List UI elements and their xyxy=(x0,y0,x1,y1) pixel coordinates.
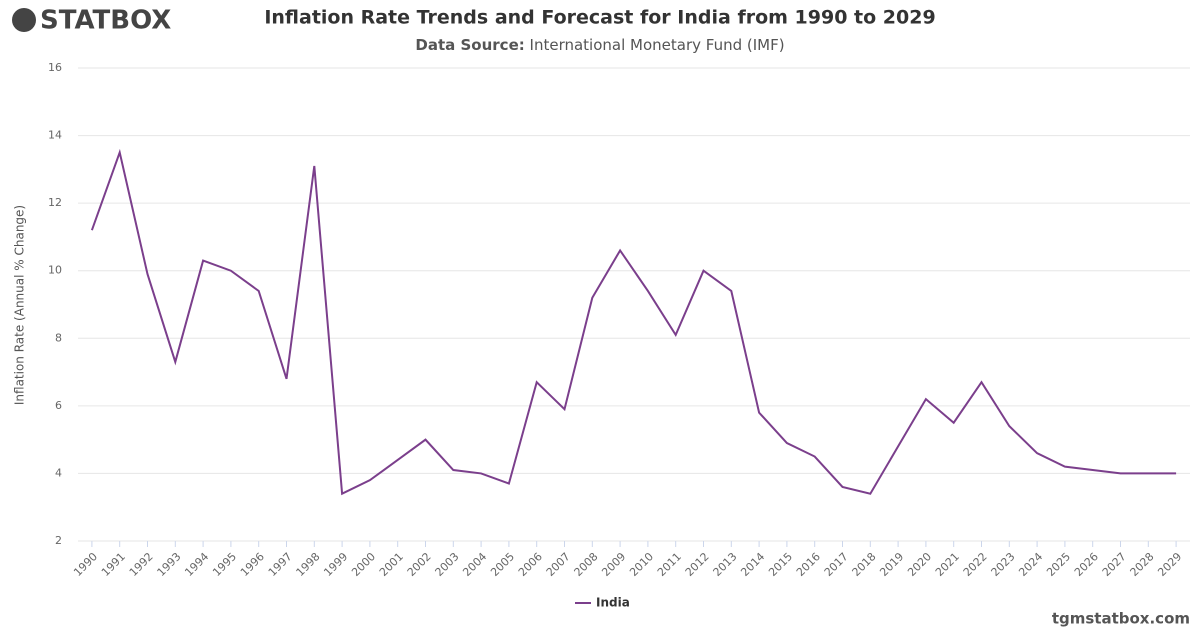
x-tick-label: 1998 xyxy=(294,550,323,579)
subtitle-text: International Monetary Fund (IMF) xyxy=(530,36,785,54)
y-tick-label: 8 xyxy=(55,331,62,344)
x-tick-label: 2013 xyxy=(711,550,740,579)
x-tick-label: 2011 xyxy=(655,550,684,579)
y-tick-label: 14 xyxy=(48,129,62,142)
x-tick-label: 2025 xyxy=(1044,550,1073,579)
y-tick-label: 2 xyxy=(55,534,62,547)
y-tick-label: 12 xyxy=(48,196,62,209)
x-tick-label: 2021 xyxy=(933,550,962,579)
x-tick-label: 2022 xyxy=(961,550,990,579)
x-tick-label: 2026 xyxy=(1072,550,1101,579)
y-tick-label: 10 xyxy=(48,264,62,277)
x-tick-label: 1991 xyxy=(99,550,128,579)
y-axis-label: Inflation Rate (Annual % Change) xyxy=(13,205,27,405)
x-tick-label: 2028 xyxy=(1128,550,1157,579)
chart-subtitle: Data Source: International Monetary Fund… xyxy=(415,36,784,54)
x-tick-label: 1996 xyxy=(238,550,267,579)
x-tick-label: 2017 xyxy=(822,550,851,579)
x-tick-label: 1995 xyxy=(210,550,239,579)
series-line xyxy=(90,148,1177,496)
x-tick-label: 2006 xyxy=(516,550,545,579)
y-tick-label: 6 xyxy=(55,399,62,412)
x-tick-label: 2005 xyxy=(488,550,517,579)
legend-label: India xyxy=(596,596,630,610)
website: tgmstatbox.com xyxy=(1052,610,1190,628)
x-tick-label: 1990 xyxy=(71,550,100,579)
x-tick-label: 1992 xyxy=(127,550,156,579)
logo-icon xyxy=(12,8,36,32)
logo: STATBOX xyxy=(12,6,171,36)
x-tick-label: 2009 xyxy=(599,550,628,579)
y-tick-label: 4 xyxy=(55,466,62,479)
x-tick-label: 2023 xyxy=(989,550,1018,579)
chart-title: Inflation Rate Trends and Forecast for I… xyxy=(264,7,935,29)
x-tick-label: 2024 xyxy=(1016,550,1045,579)
x-tick-label: 1997 xyxy=(266,550,295,579)
x-tick-label: 2027 xyxy=(1100,550,1129,579)
x-tick-label: 1999 xyxy=(321,550,350,579)
x-tick-label: 2020 xyxy=(905,550,934,579)
x-tick-label: 2019 xyxy=(877,550,906,579)
subtitle-label: Data Source: xyxy=(415,36,524,54)
x-tick-label: 2004 xyxy=(460,550,489,579)
logo-text: STATBOX xyxy=(40,6,171,36)
x-tick-label: 2010 xyxy=(627,550,656,579)
x-tick-label: 2015 xyxy=(766,550,795,579)
x-tick-label: 2014 xyxy=(738,550,767,579)
x-tick-label: 2012 xyxy=(683,550,712,579)
y-tick-label: 16 xyxy=(48,61,62,74)
x-tick-label: 2029 xyxy=(1155,550,1184,579)
x-tick-label: 1994 xyxy=(182,550,211,579)
x-tick-label: 2003 xyxy=(433,550,462,579)
x-tick-label: 2007 xyxy=(544,550,573,579)
x-tick-label: 1993 xyxy=(155,550,184,579)
x-tick-label: 2000 xyxy=(349,550,378,579)
x-tick-label: 2016 xyxy=(794,550,823,579)
x-tick-label: 2008 xyxy=(572,550,601,579)
x-tick-label: 2018 xyxy=(850,550,879,579)
x-tick-label: 2001 xyxy=(377,550,406,579)
x-tick-label: 2002 xyxy=(405,550,434,579)
